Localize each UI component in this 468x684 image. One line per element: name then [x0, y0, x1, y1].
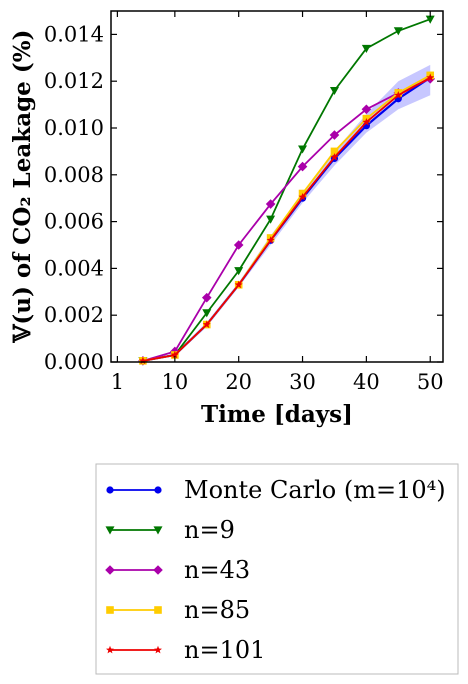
legend-marker — [154, 486, 162, 494]
legend-marker — [106, 645, 114, 654]
data-point-n=101 — [362, 117, 371, 126]
legend-marker — [153, 526, 163, 535]
legend-label: n=43 — [184, 556, 250, 584]
legend-marker — [105, 526, 115, 535]
legend-label: Monte Carlo (m=10⁴) — [184, 476, 446, 504]
plot-frame — [110, 10, 444, 363]
tick-layer: 1 10 20 30 40 50 0.000 0.002 0.004 0.006 0.008 0.01… — [44, 11, 444, 394]
y-tick-label: 0.010 — [44, 116, 104, 140]
data-point-n=9 — [202, 309, 212, 318]
data-point-n=9 — [298, 145, 308, 154]
data-point-n=101 — [266, 236, 275, 244]
legend-entry-n=85: n=85 — [106, 596, 250, 624]
y-tick-label: 0.012 — [44, 69, 104, 93]
data-point-n=43 — [297, 161, 308, 172]
x-axis-label: Time [days] — [201, 401, 353, 428]
x-tick-label: 30 — [289, 370, 316, 394]
legend-marker — [105, 565, 115, 575]
data-point-n=9 — [329, 86, 339, 96]
legend-marker — [154, 606, 162, 614]
legend-entry-n=9: n=9 — [105, 516, 235, 544]
data-point-n=101 — [298, 192, 307, 201]
series-n=9 — [138, 15, 435, 366]
data-point-n=43 — [361, 104, 372, 115]
data-point-n=101 — [426, 73, 435, 82]
series-n=101 — [138, 73, 435, 365]
data-point-n=43 — [329, 130, 340, 140]
data-point-n=101 — [394, 91, 403, 99]
data-point-n=101 — [202, 320, 211, 328]
data-point-n=9 — [425, 15, 435, 24]
confidence-band-layer — [142, 64, 431, 362]
legend-marker — [106, 486, 114, 494]
y-tick-label: 0.000 — [44, 350, 104, 374]
data-point-n=43 — [265, 199, 276, 209]
legend-marker — [106, 606, 114, 614]
legend-label: n=9 — [184, 516, 235, 544]
x-tick-label: 10 — [161, 370, 188, 394]
data-point-n=43 — [233, 240, 244, 250]
data-point-n=9 — [393, 27, 403, 36]
legend-marker — [153, 565, 163, 575]
data-point-n=85 — [330, 147, 339, 156]
x-tick-label: 40 — [353, 370, 380, 394]
y-tick-label: 0.008 — [44, 163, 104, 187]
series-layer — [138, 15, 436, 366]
y-tick-label: 0.002 — [44, 303, 104, 327]
series-line-n=43 — [142, 78, 431, 362]
data-point-n=43 — [201, 292, 212, 303]
y-axis-label: 𝕍(u) of CO₂ Leakage (%) — [9, 30, 36, 344]
data-point-n=9 — [234, 267, 244, 276]
data-point-n=101 — [170, 350, 179, 359]
legend-label: n=85 — [184, 596, 250, 624]
y-tick-label: 0.014 — [44, 22, 104, 46]
x-tick-label: 50 — [417, 370, 444, 394]
confidence-band — [142, 64, 431, 362]
data-point-n=101 — [138, 356, 147, 365]
legend-entry-Monte Carlo (m=10⁴): Monte Carlo (m=10⁴) — [106, 476, 446, 504]
series-line-n=101 — [142, 76, 431, 362]
y-tick-label: 0.006 — [44, 210, 104, 234]
legend-label: n=101 — [184, 636, 265, 664]
x-tick-label: 20 — [225, 370, 252, 394]
legend-entry-n=43: n=43 — [105, 556, 250, 584]
legend: Monte Carlo (m=10⁴) n=9 n=43 n=85 n=101 — [105, 476, 446, 664]
data-point-n=101 — [330, 153, 339, 161]
y-tick-label: 0.004 — [44, 256, 104, 280]
data-point-n=9 — [266, 215, 276, 224]
series-line-n=9 — [142, 18, 431, 362]
legend-marker — [154, 645, 162, 654]
x-tick-label: 1 — [111, 370, 124, 394]
data-point-n=9 — [361, 44, 371, 53]
legend-entry-n=101: n=101 — [106, 636, 265, 664]
data-point-n=101 — [234, 280, 243, 289]
